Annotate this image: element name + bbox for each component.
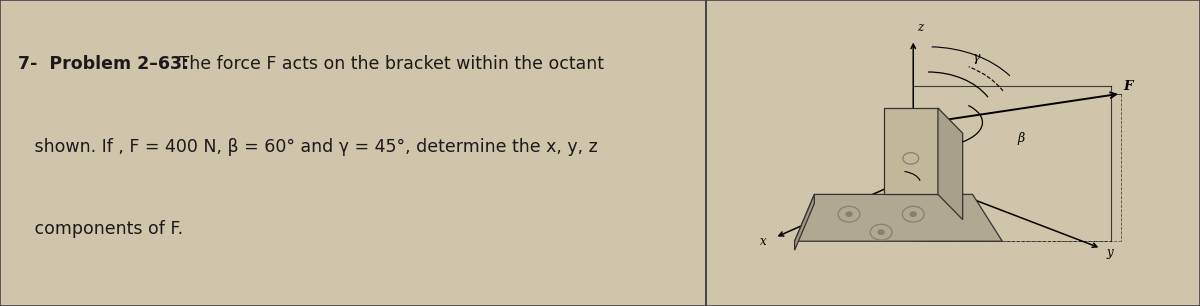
Text: shown. If , F = 400 N, β = 60° and γ = 45°, determine the x, y, z: shown. If , F = 400 N, β = 60° and γ = 4… (18, 138, 598, 156)
Circle shape (911, 212, 917, 216)
Text: β: β (1018, 132, 1025, 145)
Text: z: z (917, 21, 924, 34)
Text: y: y (1106, 246, 1112, 259)
Text: α: α (911, 164, 918, 173)
Circle shape (846, 212, 852, 216)
Polygon shape (938, 108, 962, 220)
Circle shape (878, 230, 884, 234)
Text: γ: γ (972, 51, 980, 64)
Polygon shape (794, 194, 815, 250)
Text: components of F.: components of F. (18, 220, 182, 238)
Text: x: x (760, 235, 767, 248)
Text: The force F acts on the bracket within the octant: The force F acts on the bracket within t… (173, 55, 604, 73)
Text: 7-  Problem 2–63:: 7- Problem 2–63: (18, 55, 188, 73)
Polygon shape (794, 194, 1002, 241)
Text: F: F (1123, 80, 1133, 93)
Polygon shape (883, 108, 938, 194)
